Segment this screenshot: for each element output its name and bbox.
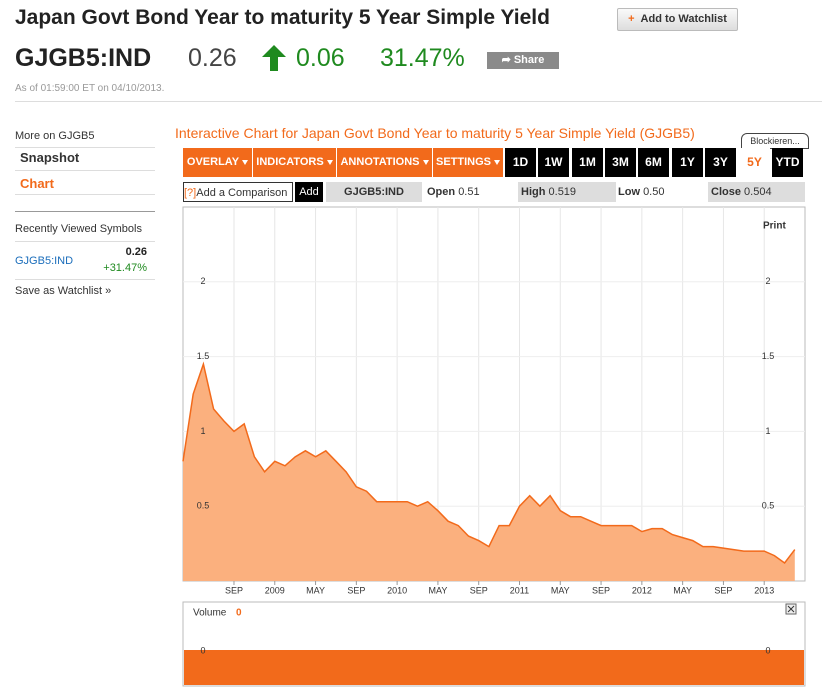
open-cell: Open 0.51 bbox=[427, 182, 480, 202]
y-tick-label: 1 bbox=[765, 426, 770, 436]
low-cell: Low 0.50 bbox=[618, 182, 664, 202]
x-tick-label: SEP bbox=[225, 585, 243, 595]
recent-change: +31.47% bbox=[103, 262, 147, 274]
page-title: Japan Govt Bond Year to maturity 5 Year … bbox=[15, 6, 550, 29]
x-tick-label: MAY bbox=[551, 585, 570, 595]
chart-link[interactable]: Chart bbox=[20, 176, 54, 191]
recent-symbol[interactable]: GJGB5:IND bbox=[15, 255, 74, 267]
x-tick-label: 2009 bbox=[265, 585, 285, 595]
menu-label: OVERLAY bbox=[186, 156, 240, 168]
period-button[interactable]: 1Y bbox=[672, 148, 703, 177]
y-tick-label: 1 bbox=[200, 426, 205, 436]
recent-price: 0.26 bbox=[125, 246, 147, 258]
close-cell: Close 0.504 bbox=[708, 182, 805, 202]
x-tick-label: SEP bbox=[592, 585, 610, 595]
x-tick-label: SEP bbox=[714, 585, 732, 595]
change-percent: 31.47% bbox=[380, 44, 465, 72]
placeholder: Add a Comparison bbox=[196, 187, 288, 199]
save-label: Save as Watchlist bbox=[15, 285, 103, 297]
chart-title: Interactive Chart for Japan Govt Bond Ye… bbox=[175, 125, 695, 141]
plus-icon: + bbox=[628, 13, 635, 25]
close-icon bbox=[787, 605, 795, 613]
add-watchlist-button[interactable]: + Add to Watchlist bbox=[617, 8, 738, 31]
y-tick-label: 0.5 bbox=[762, 501, 775, 511]
x-tick-label: SEP bbox=[470, 585, 488, 595]
high-label: High bbox=[521, 186, 546, 198]
y-tick-label: 0.5 bbox=[197, 501, 210, 511]
period-button[interactable]: 1M bbox=[572, 148, 603, 177]
recent-title: Recently Viewed Symbols bbox=[15, 223, 142, 235]
low-label: Low bbox=[618, 186, 640, 198]
button-label: Add to Watchlist bbox=[640, 13, 727, 25]
x-tick-label: SEP bbox=[347, 585, 365, 595]
menu-label: SETTINGS bbox=[435, 156, 491, 168]
price-line bbox=[182, 361, 796, 565]
share-button[interactable]: ➦ Share bbox=[487, 52, 559, 69]
open-value: 0.51 bbox=[458, 186, 480, 198]
period-button[interactable]: 6M bbox=[638, 148, 669, 177]
y-tick-label: 1.5 bbox=[762, 351, 775, 361]
close-value: 0.504 bbox=[744, 186, 772, 198]
x-tick-label: 2011 bbox=[510, 585, 529, 595]
y-tick-label: 2 bbox=[765, 276, 770, 286]
menu-label: ANNOTATIONS bbox=[340, 156, 420, 168]
comparison-input[interactable]: [?]Add a Comparison bbox=[183, 182, 293, 202]
price: 0.26 bbox=[188, 44, 237, 72]
period-button[interactable]: 3Y bbox=[705, 148, 736, 177]
menu-settings[interactable]: SETTINGS bbox=[433, 148, 504, 177]
change: 0.06 bbox=[296, 44, 345, 72]
symbol-cell: GJGB5:IND bbox=[326, 182, 422, 202]
save-watchlist[interactable]: Save as Watchlist » bbox=[15, 285, 112, 297]
help-icon[interactable]: [?] bbox=[184, 187, 197, 199]
high-cell: High 0.519 bbox=[518, 182, 616, 202]
area-fill bbox=[183, 364, 795, 581]
snapshot-link[interactable]: Snapshot bbox=[20, 150, 80, 165]
volume-tick-label: 0 bbox=[765, 645, 770, 655]
high-value: 0.519 bbox=[548, 186, 577, 198]
divider bbox=[15, 147, 155, 148]
volume-label: Volume bbox=[193, 608, 227, 619]
y-tick-label: 1.5 bbox=[197, 351, 210, 361]
y-tick-label: 2 bbox=[200, 276, 205, 286]
up-arrow bbox=[262, 45, 286, 71]
divider bbox=[15, 279, 155, 280]
x-tick-label: 2010 bbox=[387, 585, 407, 595]
volume-value: 0 bbox=[236, 608, 242, 619]
menu-label: INDICATORS bbox=[256, 156, 324, 168]
period-button[interactable]: YTD bbox=[772, 148, 803, 177]
volume-tick-label: 0 bbox=[200, 645, 205, 655]
menu-overlay[interactable]: OVERLAY bbox=[183, 148, 253, 177]
x-tick-label: MAY bbox=[306, 585, 325, 595]
divider bbox=[15, 241, 155, 242]
divider bbox=[15, 194, 155, 195]
period-button-active[interactable]: 5Y bbox=[739, 148, 770, 177]
divider bbox=[15, 211, 155, 212]
divider bbox=[15, 170, 155, 171]
low-value: 0.50 bbox=[643, 186, 665, 198]
period-button[interactable]: 3M bbox=[605, 148, 636, 177]
open-label: Open bbox=[427, 186, 456, 198]
period-button[interactable]: 1W bbox=[538, 148, 569, 177]
menu-annotations[interactable]: ANNOTATIONS bbox=[337, 148, 433, 177]
add-button[interactable]: Add bbox=[295, 182, 323, 202]
print-button[interactable]: Print bbox=[763, 221, 786, 232]
blocker-button[interactable]: Blockieren... bbox=[741, 133, 809, 149]
more-on: More on GJGB5 bbox=[15, 130, 95, 142]
close-label: Close bbox=[711, 186, 741, 198]
x-tick-label: MAY bbox=[673, 585, 692, 595]
divider bbox=[15, 101, 822, 102]
x-tick-label: 2012 bbox=[632, 585, 652, 595]
period-button[interactable]: 1D bbox=[505, 148, 536, 177]
timestamp: As of 01:59:00 ET on 04/10/2013. bbox=[15, 83, 165, 94]
volume-area bbox=[184, 650, 804, 685]
share-label: Share bbox=[513, 54, 545, 66]
menu-indicators[interactable]: INDICATORS bbox=[253, 148, 337, 177]
x-tick-label: MAY bbox=[428, 585, 447, 595]
x-tick-label: 2013 bbox=[754, 585, 774, 595]
ticker: GJGB5:IND bbox=[15, 44, 152, 72]
